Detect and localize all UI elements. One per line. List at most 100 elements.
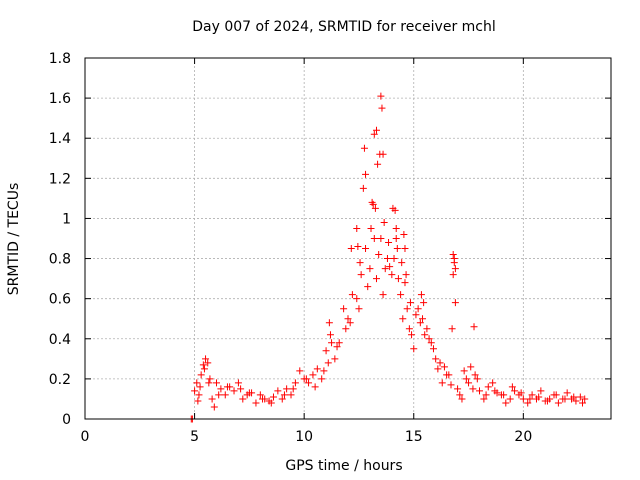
data-point: [325, 319, 333, 327]
data-point: [340, 305, 348, 313]
data-point: [554, 399, 562, 407]
data-point: [331, 355, 339, 363]
data-point: [362, 170, 370, 178]
data-point: [460, 367, 468, 375]
data-point: [289, 385, 297, 393]
data-point: [194, 397, 202, 405]
y-tick-label: 0.8: [49, 252, 71, 268]
data-point: [419, 315, 427, 323]
data-point: [280, 391, 288, 399]
data-point: [451, 265, 459, 273]
data-point: [378, 104, 386, 112]
data-point: [417, 291, 425, 299]
data-point: [462, 375, 470, 383]
data-point: [393, 245, 401, 253]
data-points: [187, 92, 589, 423]
data-point: [364, 283, 372, 291]
data-point: [366, 265, 374, 273]
y-tick-label: 1.8: [49, 51, 71, 67]
x-tick-label: 0: [81, 429, 90, 445]
data-point: [342, 325, 350, 333]
plot-frame: [84, 57, 612, 420]
data-point: [375, 251, 383, 259]
data-point: [356, 259, 364, 267]
data-point: [353, 295, 361, 303]
data-point: [252, 399, 260, 407]
data-point: [372, 275, 380, 283]
data-point: [552, 391, 560, 399]
y-tick-label: 1.2: [49, 171, 71, 187]
y-tick-label: 0.2: [49, 372, 71, 388]
data-point: [401, 245, 409, 253]
data-point: [386, 263, 394, 271]
data-point: [274, 387, 282, 395]
data-point: [397, 291, 405, 299]
data-point: [206, 375, 214, 383]
x-tick-label: 10: [295, 429, 313, 445]
data-point: [399, 315, 407, 323]
data-point: [429, 345, 437, 353]
data-point: [204, 359, 212, 367]
data-point: [543, 397, 551, 405]
data-point: [324, 359, 332, 367]
data-point: [208, 395, 216, 403]
data-point: [353, 224, 361, 232]
data-point: [519, 395, 527, 403]
data-point: [465, 379, 473, 387]
data-point: [412, 311, 420, 319]
data-point: [217, 385, 225, 393]
data-point: [199, 361, 207, 369]
data-point: [239, 395, 247, 403]
data-point: [221, 391, 229, 399]
data-point: [508, 383, 516, 391]
data-point: [391, 206, 399, 214]
data-point: [438, 379, 446, 387]
data-point: [405, 325, 413, 333]
data-point: [320, 367, 328, 375]
y-tick-label: 0.6: [49, 292, 71, 308]
data-point: [267, 399, 275, 407]
data-point: [388, 271, 396, 279]
data-point: [311, 383, 319, 391]
data-point: [360, 144, 368, 152]
x-tick-label: 5: [190, 429, 199, 445]
data-point: [447, 381, 455, 389]
data-point: [537, 387, 545, 395]
data-point: [414, 305, 422, 313]
tick-labels: 0 5 10 15 20 0 0.2 0.4 0.6 0.8 1 1.2 1.4 1.6 1.8: [49, 51, 533, 445]
data-point: [326, 331, 334, 339]
y-axis-label: SRMTID / TECUs: [6, 183, 22, 296]
y-tick-label: 1.6: [49, 91, 71, 107]
data-point: [420, 299, 428, 307]
x-axis-label: GPS time / hours: [285, 458, 402, 474]
data-point: [502, 399, 510, 407]
data-point: [451, 299, 459, 307]
data-point: [440, 363, 448, 371]
data-point: [524, 399, 532, 407]
data-point: [333, 343, 341, 351]
data-point: [377, 235, 385, 242]
y-tick-label: 0.4: [49, 332, 71, 348]
data-point: [436, 359, 444, 367]
x-tick-label: 15: [405, 429, 423, 445]
data-point: [197, 371, 205, 379]
data-point: [471, 371, 479, 379]
data-point: [572, 397, 580, 405]
data-point: [427, 339, 435, 347]
data-point: [458, 395, 466, 403]
data-point: [467, 363, 475, 371]
data-point: [278, 395, 286, 403]
data-point: [210, 403, 218, 411]
data-point: [449, 251, 457, 259]
data-point: [215, 391, 223, 399]
data-point: [511, 387, 519, 395]
data-point: [390, 255, 398, 263]
data-point: [402, 271, 410, 279]
data-point: [408, 331, 416, 339]
data-point: [456, 391, 464, 399]
data-point: [305, 379, 313, 387]
data-point: [484, 383, 492, 391]
data-point: [348, 291, 356, 299]
data-point: [570, 393, 578, 401]
